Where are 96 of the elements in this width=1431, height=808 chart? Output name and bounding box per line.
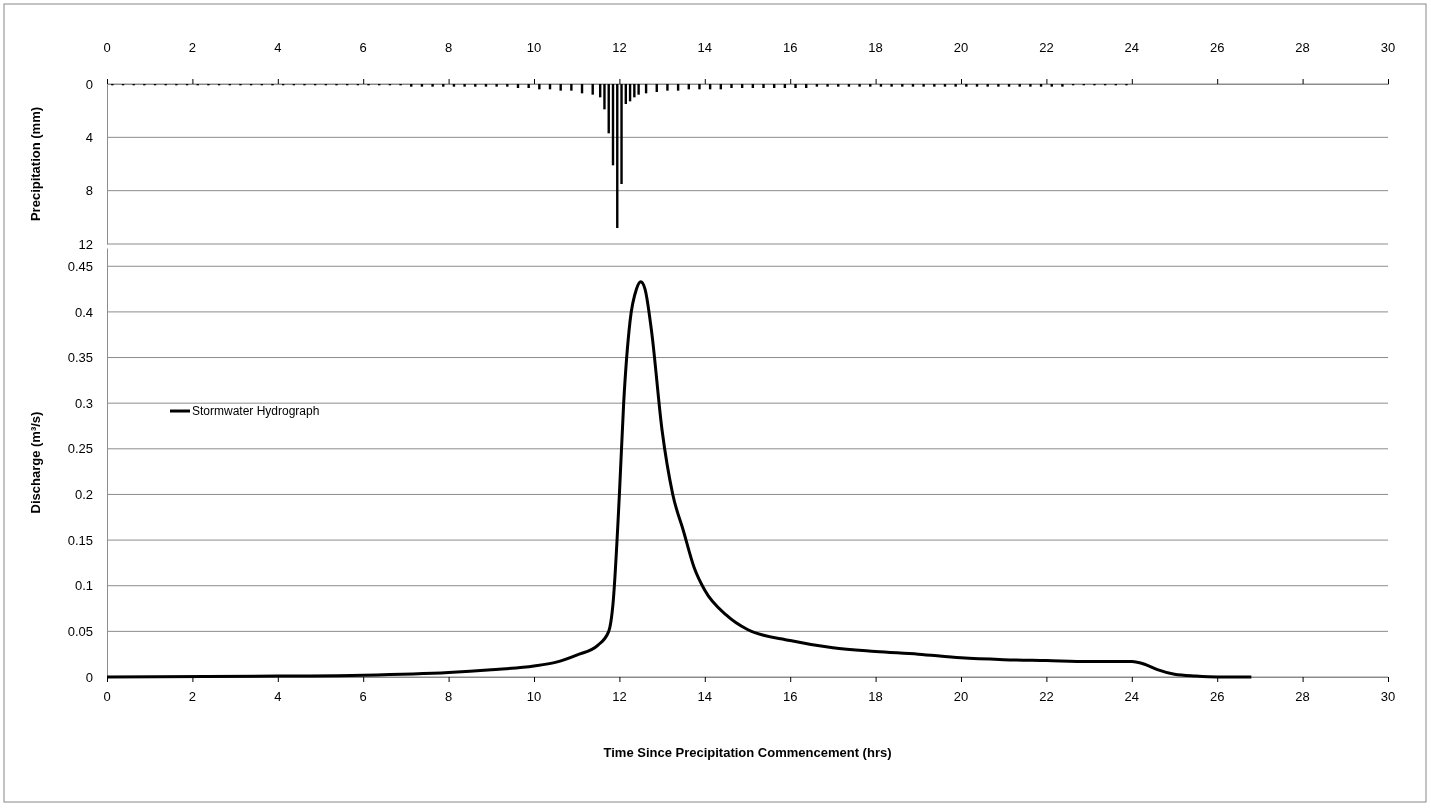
x-tick-label: 0 [103, 40, 111, 55]
bar [922, 84, 925, 87]
bar [943, 84, 947, 87]
x-tick-label: 8 [444, 40, 453, 55]
x-tick-label: 28 [1295, 40, 1310, 55]
x-tick-label: 4 [274, 40, 282, 55]
bar [410, 84, 413, 87]
x-tick-label: 8 [444, 689, 453, 704]
x-tick-label: 24 [1124, 40, 1140, 55]
y-tick-label: 0.35 [67, 350, 93, 366]
bar [1029, 84, 1032, 87]
y-tick-label: 4 [85, 129, 93, 145]
y-tick-label: 0 [85, 76, 93, 92]
x-tick-label: 2 [188, 40, 197, 55]
x-axis-title: Time Since Precipitation Commencement (hrs) [603, 745, 892, 760]
x-tick-label: 20 [953, 40, 969, 55]
x-tick-label: 22 [1039, 689, 1054, 704]
bar [527, 84, 530, 88]
y-tick-label: 0.45 [67, 258, 93, 274]
y-tick-label: 0.2 [74, 487, 93, 503]
bar [603, 84, 606, 110]
x-tick-label: 30 [1380, 40, 1396, 55]
bar [954, 84, 957, 87]
bar [484, 84, 488, 87]
bar [869, 84, 872, 87]
bar [420, 84, 424, 87]
bar [933, 84, 936, 87]
y-tick-label: 0 [85, 669, 93, 685]
bar [826, 84, 829, 87]
x-tick-label: 6 [359, 689, 367, 704]
bar [879, 84, 883, 87]
bar [452, 84, 456, 87]
bar [1050, 84, 1053, 87]
bar [762, 84, 765, 88]
x-tick-label: 24 [1124, 689, 1140, 704]
x-tick-label: 14 [697, 689, 713, 704]
bar [538, 84, 541, 90]
y-axis-title: Discharge (m³/s) [28, 411, 43, 514]
x-tick-label: 18 [868, 40, 883, 55]
bar [837, 84, 840, 87]
x-tick-label: 16 [782, 689, 798, 704]
bar [975, 84, 979, 87]
x-tick-label: 18 [868, 689, 883, 704]
bar [847, 84, 851, 87]
x-tick-label: 26 [1209, 40, 1225, 55]
y-tick-label: 8 [85, 183, 93, 199]
legend-label: Stormwater Hydrograph [192, 404, 320, 419]
y-tick-label: 0.05 [67, 624, 93, 640]
bar [997, 84, 1000, 87]
y-tick-label: 12 [78, 236, 93, 252]
bar [986, 84, 989, 87]
x-tick-label: 26 [1209, 689, 1225, 704]
bar [570, 84, 573, 91]
x-tick-label: 22 [1039, 40, 1054, 55]
x-tick-label: 16 [782, 40, 798, 55]
y-tick-label: 0.15 [67, 532, 93, 548]
bar [1061, 84, 1064, 87]
x-tick-label: 10 [526, 40, 542, 55]
bar [559, 84, 562, 91]
x-tick-label: 6 [359, 40, 367, 55]
bar [506, 84, 509, 87]
bar [890, 84, 893, 87]
x-tick-label: 12 [612, 689, 627, 704]
x-tick-label: 2 [188, 689, 197, 704]
bar [730, 84, 733, 88]
bar [431, 84, 434, 87]
x-tick-label: 20 [953, 689, 969, 704]
bar [442, 84, 445, 87]
y-tick-label: 0.25 [67, 441, 93, 457]
x-tick-label: 10 [526, 689, 542, 704]
y-tick-label: 0.1 [74, 578, 93, 594]
bar [1039, 84, 1043, 87]
bar [666, 84, 669, 91]
x-tick-label: 14 [697, 40, 713, 55]
y-tick-label: 0.4 [74, 304, 93, 320]
x-tick-label: 30 [1380, 689, 1396, 704]
y-tick-label: 0.3 [74, 395, 93, 411]
x-tick-label: 28 [1295, 689, 1310, 704]
bar [815, 84, 819, 87]
bar [495, 84, 498, 87]
bar [637, 84, 640, 95]
bar [1018, 84, 1021, 87]
x-tick-label: 4 [274, 689, 282, 704]
x-tick-label: 0 [103, 689, 111, 704]
bar [633, 84, 636, 98]
bar [965, 84, 968, 87]
bar [911, 84, 915, 87]
x-tick-label: 12 [612, 40, 627, 55]
bar [463, 84, 466, 87]
bar [794, 84, 797, 88]
y-axis-title: Precipitation (mm) [28, 106, 43, 222]
bar [901, 84, 904, 87]
bar [1007, 84, 1011, 87]
bar [474, 84, 477, 87]
bar [858, 84, 861, 87]
bar [698, 84, 701, 90]
